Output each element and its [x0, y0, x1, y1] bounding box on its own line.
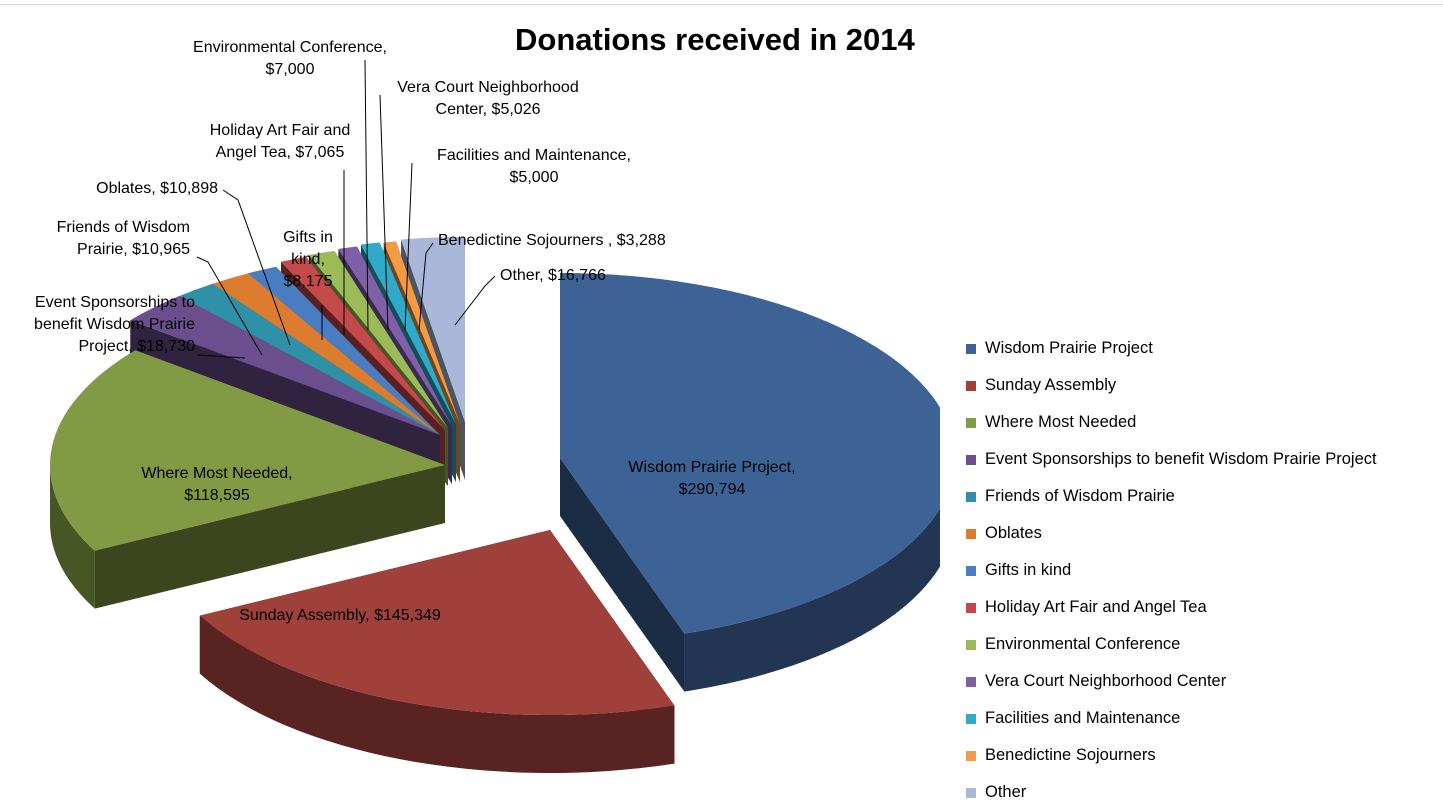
data-label-oblates: Oblates, $10,898	[96, 180, 218, 197]
data-label-benedictine-sojourners: Benedictine Sojourners , $3,288	[438, 232, 666, 249]
data-label-gifts-in-kind: Gifts in kind, $8,175	[283, 229, 333, 290]
legend-item-sunday-assembly: Sunday Assembly	[966, 367, 1377, 404]
legend-label: Environmental Conference	[985, 635, 1181, 653]
pie-slice-gifts-in-kind	[248, 266, 440, 435]
pie-slice-where-most-needed	[49, 350, 445, 551]
legend-label: Event Sponsorships to benefit Wisdom Pra…	[985, 450, 1377, 468]
legend-label: Where Most Needed	[985, 413, 1137, 431]
pie-slice-vera-court-neighborhood-center	[338, 246, 452, 426]
pie-chart: Wisdom Prairie Project, $290,794 Sunday As…	[34, 39, 940, 773]
legend-label: Sunday Assembly	[985, 376, 1117, 394]
legend-swatch	[966, 639, 976, 650]
data-label-holiday-art-fair-and-angel-tea: Holiday Art Fair and Angel Tea, $7,065	[210, 122, 351, 161]
legend-item-event-sponsorships-to-benefit-wisdom-prairie-project: Event Sponsorships to benefit Wisdom Pra…	[966, 441, 1377, 478]
legend-swatch	[966, 750, 976, 761]
legend-item-facilities-and-maintenance: Facilities and Maintenance	[966, 700, 1377, 737]
legend-swatch	[966, 602, 976, 613]
data-label-wisdom-prairie-project: Wisdom Prairie Project, $290,794	[628, 459, 795, 498]
legend-swatch	[966, 417, 976, 428]
legend-label: Gifts in kind	[985, 561, 1072, 579]
legend-swatch	[966, 528, 976, 539]
chart-legend: Wisdom Prairie Project Sunday Assembly Whe…	[966, 330, 1377, 811]
legend-item-benedictine-sojourners: Benedictine Sojourners	[966, 737, 1377, 774]
leader-line-other	[454, 275, 496, 326]
pie-slice-other	[401, 237, 465, 422]
data-label-friends-of-wisdom-prairie: Friends of Wisdom Prairie, $10,965	[57, 219, 190, 258]
pie-data-labels: Wisdom Prairie Project, $290,794 Sunday As…	[34, 39, 796, 624]
leader-line-benedictine-sojourners	[418, 242, 434, 331]
pie-slice-holiday-art-fair-and-angel-tea	[280, 256, 445, 430]
pie-slice-sunday-assembly	[199, 530, 675, 715]
legend-swatch	[966, 565, 976, 576]
legend-label: Facilities and Maintenance	[985, 709, 1181, 727]
legend-item-where-most-needed: Where Most Needed	[966, 404, 1377, 441]
legend-label: Other	[985, 783, 1027, 801]
legend-swatch	[966, 380, 976, 391]
legend-label: Oblates	[985, 524, 1042, 542]
data-label-where-most-needed: Where Most Needed, $118,595	[141, 465, 292, 504]
legend-item-gifts-in-kind: Gifts in kind	[966, 552, 1377, 589]
pie-slice-oblates	[212, 273, 440, 435]
pie-slice-event-sponsorships-to-benefit-wisdom-prairie-project	[130, 295, 440, 435]
leader-line-oblates	[222, 189, 291, 346]
legend-item-environmental-conference: Environmental Conference	[966, 626, 1377, 663]
legend-label: Benedictine Sojourners	[985, 746, 1156, 764]
pie-slice-wisdom-prairie-project	[560, 273, 940, 634]
data-label-other: Other, $16,766	[500, 267, 606, 284]
legend-swatch	[966, 454, 976, 465]
data-label-vera-court-neighborhood-center: Vera Court Neighborhood Center, $5,026	[397, 79, 578, 118]
legend-item-wisdom-prairie-project: Wisdom Prairie Project	[966, 330, 1377, 367]
legend-label: Friends of Wisdom Prairie	[985, 487, 1175, 505]
data-label-facilities-and-maintenance: Facilities and Maintenance, $5,000	[437, 147, 631, 186]
legend-item-other: Other	[966, 774, 1377, 811]
legend-swatch	[966, 343, 976, 354]
legend-swatch	[966, 676, 976, 687]
legend-swatch	[966, 787, 976, 798]
legend-item-holiday-art-fair-and-angel-tea: Holiday Art Fair and Angel Tea	[966, 589, 1377, 626]
legend-item-vera-court-neighborhood-center: Vera Court Neighborhood Center	[966, 663, 1377, 700]
chart-title: Donations received in 2014	[515, 22, 915, 57]
leader-line-event-sponsorships-to-benefit-wisdom-prairie-project	[196, 354, 246, 359]
leader-line-friends-of-wisdom-prairie	[196, 256, 263, 356]
pie-slice-benedictine-sojourners	[383, 241, 460, 424]
legend-swatch	[966, 713, 976, 724]
legend-label: Vera Court Neighborhood Center	[985, 672, 1227, 690]
leader-line-environmental-conference	[364, 59, 369, 331]
top-border-line	[0, 4, 1443, 5]
pie-slice-facilities-and-maintenance	[360, 242, 456, 424]
pie-slice-friends-of-wisdom-prairie	[179, 283, 440, 435]
leader-line-vera-court-neighborhood-center	[379, 94, 389, 331]
data-label-environmental-conference: Environmental Conference, $7,000	[193, 39, 387, 78]
legend-label: Holiday Art Fair and Angel Tea	[985, 598, 1207, 616]
data-label-sunday-assembly: Sunday Assembly, $145,349	[239, 607, 441, 624]
data-label-event-sponsorships-to-benefit-wisdom-prairie-project: Event Sponsorships to benefit Wisdom Prai…	[34, 294, 195, 355]
leader-line-facilities-and-maintenance	[404, 162, 413, 331]
pie-top-faces	[49, 237, 940, 715]
legend-item-oblates: Oblates	[966, 515, 1377, 552]
legend-item-friends-of-wisdom-prairie: Friends of Wisdom Prairie	[966, 478, 1377, 515]
legend-swatch	[966, 491, 976, 502]
slice-side-wisdom-prairie-project	[560, 458, 940, 692]
legend-label: Wisdom Prairie Project	[985, 339, 1153, 357]
